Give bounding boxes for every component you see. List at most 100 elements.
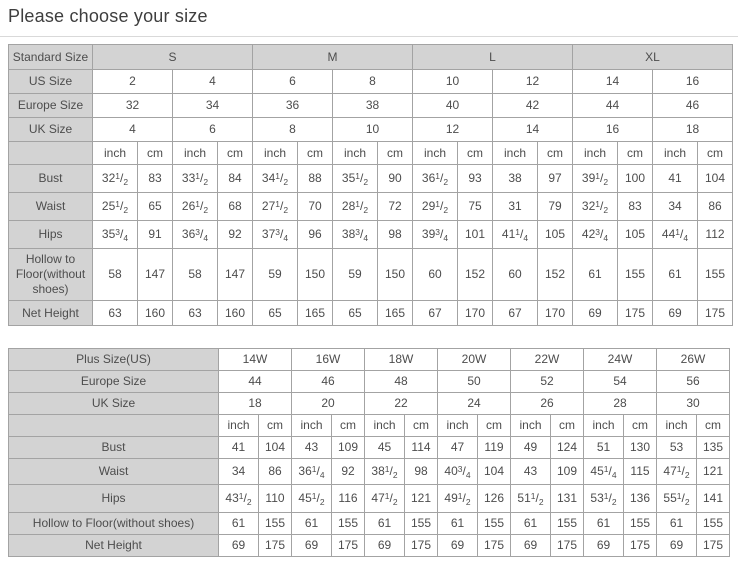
measurement-value-cell: 271/2 [252, 192, 298, 221]
measurement-value-cell: 51 [583, 436, 624, 459]
row-uk-size: UK Size 18 20 22 24 26 28 30 [8, 392, 730, 415]
measurement-value-cell: 165 [377, 300, 413, 326]
measurement-value-cell: 353/4 [92, 220, 138, 249]
size-value-cell: 42 [492, 93, 573, 118]
row-net-height: Net Height 69 175 69 175 69 175 69 175 69 175 69 175… [8, 534, 730, 557]
row-label-cell: Waist [8, 192, 93, 221]
measurement-value-cell: 70 [297, 192, 333, 221]
size-value-cell: 40 [412, 93, 493, 118]
measurement-value-cell: 160 [137, 300, 173, 326]
measurement-value-cell: 67 [492, 300, 538, 326]
unit-inch-cell: inch [92, 141, 138, 165]
measurement-value-cell: 155 [623, 512, 657, 535]
measurement-value-cell: 92 [217, 220, 253, 249]
row-label-cell: UK Size [8, 117, 93, 142]
measurement-value-cell: 175 [550, 534, 584, 557]
size-value-cell: 26 [510, 392, 584, 415]
measurement-value-cell: 130 [623, 436, 657, 459]
measurement-value-cell: 61 [437, 512, 478, 535]
measurement-value-cell: 58 [172, 248, 218, 301]
size-guide-page: Please choose your size Standard Size S M L… [0, 6, 738, 557]
measurement-value-cell: 136 [623, 484, 657, 513]
size-value-cell: 22W [510, 348, 584, 371]
measurement-value-cell: 41 [218, 436, 259, 459]
row-label-cell: Europe Size [8, 370, 219, 393]
row-units: inch cm inch cm inch cm inch cm inch cm inch cm inch… [8, 141, 733, 165]
row-net-height: Net Height 63 160 63 160 65 165 65 165 67 170 67 170… [8, 300, 733, 326]
row-us-size: US Size 2 4 6 8 10 12 14 16 [8, 69, 733, 94]
size-value-cell: 16 [572, 117, 653, 142]
row-label-cell: Bust [8, 436, 219, 459]
row-label-cell [8, 414, 219, 437]
measurement-value-cell: 155 [617, 248, 653, 301]
size-value-cell: 20 [291, 392, 365, 415]
measurement-value-cell: 155 [550, 512, 584, 535]
row-europe-size: Europe Size 44 46 48 50 52 54 56 [8, 370, 730, 393]
size-value-cell: 18 [218, 392, 292, 415]
size-value-cell: 14 [492, 117, 573, 142]
measurement-value-cell: 68 [217, 192, 253, 221]
measurement-value-cell: 471/2 [364, 484, 405, 513]
measurement-value-cell: 63 [172, 300, 218, 326]
size-value-cell: 26W [656, 348, 730, 371]
measurement-value-cell: 61 [583, 512, 624, 535]
size-value-cell: 24W [583, 348, 657, 371]
measurement-value-cell: 100 [617, 164, 653, 193]
unit-cm-cell: cm [617, 141, 653, 165]
row-label-cell: Net Height [8, 534, 219, 557]
measurement-value-cell: 49 [510, 436, 551, 459]
size-value-cell: 28 [583, 392, 657, 415]
measurement-value-cell: 150 [377, 248, 413, 301]
measurement-value-cell: 69 [572, 300, 618, 326]
measurement-value-cell: 86 [697, 192, 733, 221]
measurement-value-cell: 141 [696, 484, 730, 513]
size-value-cell: 16 [652, 69, 733, 94]
measurement-value-cell: 351/2 [332, 164, 378, 193]
measurement-value-cell: 170 [537, 300, 573, 326]
measurement-value-cell: 441/4 [652, 220, 698, 249]
row-hollow-to-floor-without-shoes: Hollow to Floor(without shoes) 61 155 61 155… [8, 512, 730, 535]
measurement-value-cell: 72 [377, 192, 413, 221]
size-value-cell: 44 [572, 93, 653, 118]
measurement-value-cell: 110 [258, 484, 292, 513]
size-value-cell: 6 [172, 117, 253, 142]
measurement-value-cell: 104 [697, 164, 733, 193]
row-units: inch cm inch cm inch cm inch cm inch cm inch cm inch… [8, 414, 730, 437]
measurement-value-cell: 59 [332, 248, 378, 301]
measurement-value-cell: 321/2 [92, 164, 138, 193]
measurement-value-cell: 321/2 [572, 192, 618, 221]
measurement-value-cell: 98 [377, 220, 413, 249]
measurement-value-cell: 155 [404, 512, 438, 535]
size-value-cell: 2 [92, 69, 173, 94]
row-label-cell: Plus Size(US) [8, 348, 219, 371]
row-label-cell: Hips [8, 484, 219, 513]
size-value-cell: 22 [364, 392, 438, 415]
row-label-cell: Hollow to Floor(without shoes) [8, 512, 219, 535]
size-value-cell: 16W [291, 348, 365, 371]
measurement-value-cell: 121 [404, 484, 438, 513]
size-value-cell: 38 [332, 93, 413, 118]
measurement-value-cell: 69 [364, 534, 405, 557]
measurement-value-cell: 116 [331, 484, 365, 513]
measurement-value-cell: 61 [652, 248, 698, 301]
size-value-cell: 8 [332, 69, 413, 94]
unit-cm-cell: cm [623, 414, 657, 437]
measurement-value-cell: 431/2 [218, 484, 259, 513]
unit-cm-cell: cm [550, 414, 584, 437]
measurement-value-cell: 175 [623, 534, 657, 557]
measurement-value-cell: 75 [457, 192, 493, 221]
size-value-cell: 18 [652, 117, 733, 142]
measurement-value-cell: 160 [217, 300, 253, 326]
plus-size-chart-table: Plus Size(US) 14W 16W 18W 20W 22W 24W 26W Europe… [8, 348, 730, 557]
unit-inch-cell: inch [412, 141, 458, 165]
unit-cm-cell: cm [377, 141, 413, 165]
measurement-value-cell: 47 [437, 436, 478, 459]
size-group-cell: XL [572, 44, 733, 70]
row-waist: Waist 251/2 65 261/2 68 271/2 70 281/2 72 291/2 75… [8, 192, 733, 221]
measurement-value-cell: 79 [537, 192, 573, 221]
unit-inch-cell: inch [218, 414, 259, 437]
measurement-value-cell: 121 [696, 458, 730, 485]
row-label-cell: Bust [8, 164, 93, 193]
measurement-value-cell: 281/2 [332, 192, 378, 221]
measurement-value-cell: 291/2 [412, 192, 458, 221]
